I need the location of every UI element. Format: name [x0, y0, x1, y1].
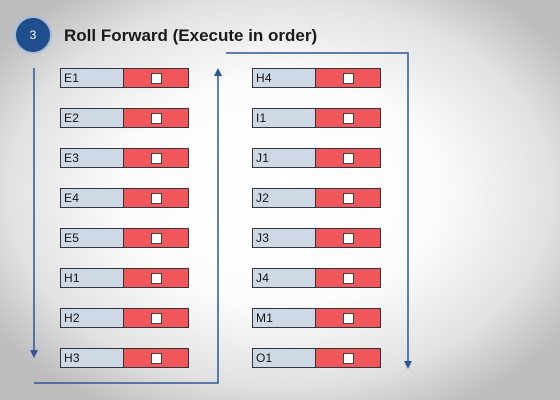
checkbox-cell [316, 68, 381, 88]
step-row-h3: H3 [60, 348, 189, 368]
step-label: H2 [60, 308, 124, 328]
checkbox-cell [316, 308, 381, 328]
checkbox-icon[interactable] [342, 152, 354, 164]
step-label: J1 [252, 148, 316, 168]
checkbox-icon[interactable] [150, 232, 162, 244]
step-number: 3 [29, 28, 37, 42]
arrow-down-right [226, 52, 412, 369]
step-label: J4 [252, 268, 316, 288]
checkbox-icon[interactable] [150, 192, 162, 204]
step-row-h2: H2 [60, 308, 189, 328]
step-label: E5 [60, 228, 124, 248]
checkbox-icon[interactable] [342, 272, 354, 284]
checkbox-cell [124, 348, 189, 368]
checkbox-cell [124, 148, 189, 168]
checkbox-icon[interactable] [342, 232, 354, 244]
checkbox-cell [316, 348, 381, 368]
checkbox-icon[interactable] [342, 72, 354, 84]
checkbox-cell [124, 68, 189, 88]
step-row-o1: O1 [252, 348, 381, 368]
step-row-h1: H1 [60, 268, 189, 288]
checkbox-icon[interactable] [150, 352, 162, 364]
step-row-j1: J1 [252, 148, 381, 168]
checkbox-cell [316, 148, 381, 168]
checkbox-cell [316, 228, 381, 248]
checkbox-cell [316, 108, 381, 128]
checkbox-cell [124, 108, 189, 128]
checkbox-icon[interactable] [150, 72, 162, 84]
step-row-j4: J4 [252, 268, 381, 288]
step-label: H4 [252, 68, 316, 88]
step-label: I1 [252, 108, 316, 128]
step-row-j3: J3 [252, 228, 381, 248]
step-row-e1: E1 [60, 68, 189, 88]
step-row-e2: E2 [60, 108, 189, 128]
checkbox-icon[interactable] [150, 112, 162, 124]
step-row-m1: M1 [252, 308, 381, 328]
step-row-e4: E4 [60, 188, 189, 208]
checkbox-icon[interactable] [342, 192, 354, 204]
step-number-badge: 3 [14, 16, 52, 54]
step-label: H1 [60, 268, 124, 288]
step-row-e5: E5 [60, 228, 189, 248]
checkbox-icon[interactable] [342, 352, 354, 364]
step-row-e3: E3 [60, 148, 189, 168]
checkbox-cell [316, 268, 381, 288]
step-row-h4: H4 [252, 68, 381, 88]
checkbox-cell [316, 188, 381, 208]
step-label: H3 [60, 348, 124, 368]
step-label: E3 [60, 148, 124, 168]
checkbox-cell [124, 228, 189, 248]
checkbox-icon[interactable] [150, 312, 162, 324]
step-label: M1 [252, 308, 316, 328]
step-row-j2: J2 [252, 188, 381, 208]
step-label: E4 [60, 188, 124, 208]
step-label: O1 [252, 348, 316, 368]
step-label: E2 [60, 108, 124, 128]
checkbox-cell [124, 268, 189, 288]
checkbox-cell [124, 308, 189, 328]
checkbox-icon[interactable] [342, 312, 354, 324]
checkbox-icon[interactable] [150, 272, 162, 284]
step-label: J2 [252, 188, 316, 208]
checkbox-cell [124, 188, 189, 208]
arrow-up-middle [34, 68, 222, 384]
checkbox-icon[interactable] [150, 152, 162, 164]
step-label: J3 [252, 228, 316, 248]
step-row-i1: I1 [252, 108, 381, 128]
step-label: E1 [60, 68, 124, 88]
diagram-title: Roll Forward (Execute in order) [64, 26, 318, 45]
checkbox-icon[interactable] [342, 112, 354, 124]
